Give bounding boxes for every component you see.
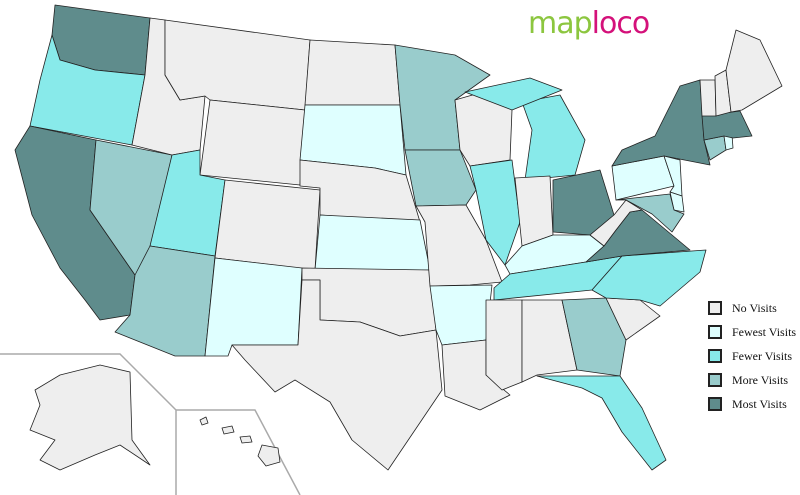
legend-item-fewest: Fewest Visits bbox=[708, 320, 796, 344]
legend-item-more: More Visits bbox=[708, 368, 796, 392]
logo-text-loco: loco bbox=[591, 6, 651, 41]
state-fl[interactable] bbox=[536, 375, 667, 471]
legend-swatch bbox=[708, 325, 722, 339]
legend-label: Fewer Visits bbox=[732, 348, 793, 363]
state-nm[interactable] bbox=[204, 257, 303, 357]
state-hi[interactable] bbox=[199, 416, 209, 426]
logo-text-map: map bbox=[528, 6, 593, 41]
state-ia[interactable] bbox=[404, 149, 477, 207]
legend-swatch bbox=[708, 373, 722, 387]
legend-label: More Visits bbox=[732, 372, 789, 387]
inset-borders bbox=[0, 353, 301, 495]
maploco-logo: maploco bbox=[528, 6, 651, 41]
legend: No Visits Fewest Visits Fewer Visits Mor… bbox=[708, 296, 796, 416]
legend-label: No Visits bbox=[732, 300, 777, 315]
state-hi[interactable] bbox=[239, 435, 253, 444]
state-wv[interactable] bbox=[589, 199, 643, 247]
state-in[interactable] bbox=[514, 175, 554, 247]
legend-item-most: Most Visits bbox=[708, 392, 796, 416]
state-hi[interactable] bbox=[221, 425, 235, 435]
state-ny[interactable] bbox=[611, 79, 711, 167]
legend-label: Fewest Visits bbox=[732, 324, 797, 339]
state-tx[interactable] bbox=[231, 279, 443, 471]
state-nd[interactable] bbox=[304, 39, 401, 106]
state-ga[interactable] bbox=[561, 297, 627, 377]
legend-swatch bbox=[708, 301, 722, 315]
state-ma[interactable] bbox=[701, 110, 753, 141]
legend-label: Most Visits bbox=[732, 396, 787, 411]
state-hi[interactable] bbox=[257, 444, 281, 467]
state-ak[interactable] bbox=[29, 364, 151, 471]
state-mo[interactable] bbox=[415, 204, 503, 287]
legend-swatch bbox=[708, 349, 722, 363]
state-me[interactable] bbox=[725, 29, 783, 113]
legend-swatch bbox=[708, 397, 722, 411]
state-mi[interactable] bbox=[521, 94, 586, 181]
state-wy[interactable] bbox=[199, 99, 306, 186]
state-mi[interactable] bbox=[464, 77, 563, 111]
state-ks[interactable] bbox=[314, 214, 431, 271]
state-md[interactable] bbox=[615, 193, 685, 233]
state-al[interactable] bbox=[521, 299, 578, 383]
legend-item-none: No Visits bbox=[708, 296, 796, 320]
legend-item-fewer: Fewer Visits bbox=[708, 344, 796, 368]
state-ms[interactable] bbox=[485, 299, 523, 391]
state-ar[interactable] bbox=[429, 284, 493, 346]
state-mt[interactable] bbox=[164, 19, 311, 111]
state-vt[interactable] bbox=[699, 79, 717, 117]
state-co[interactable] bbox=[214, 179, 321, 271]
